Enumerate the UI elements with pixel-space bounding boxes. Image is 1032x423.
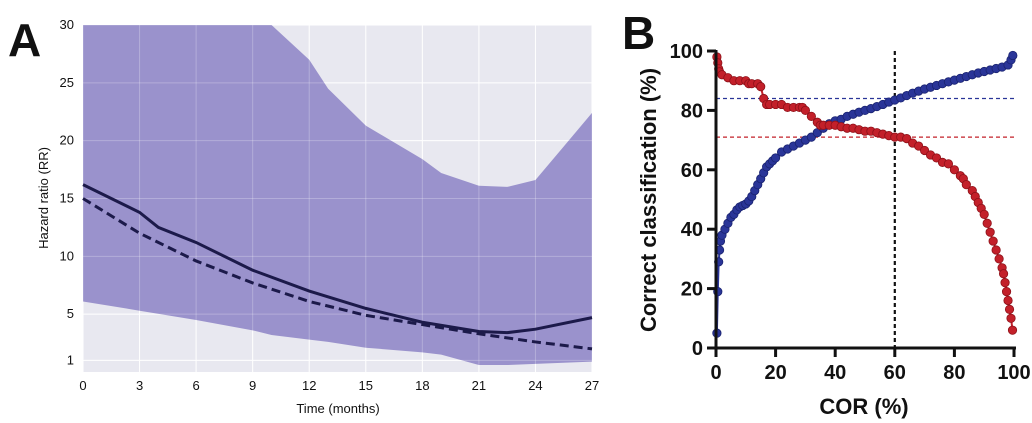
b-x-tick-label: 40 [824,362,846,384]
b-point-red [982,218,992,228]
panel-b-y-ticks: 0 20 40 60 80 100 [670,41,716,360]
b-y-tick-label: 20 [681,279,703,301]
b-point-red [998,269,1009,279]
a-y-tick-label: 20 [60,133,74,148]
panel-b-series [712,50,1018,338]
confidence-band [83,25,592,366]
hazard-ratio-dashed-line [82,197,593,351]
a-y-tick-label: 5 [67,306,74,321]
panel-b-x-ticks: 0 20 40 60 80 100 [710,348,1031,384]
a-y-tick-label: 10 [60,248,74,263]
b-point-red [985,227,995,237]
b-x-tick-label: 80 [943,362,965,384]
panel-b-y-axis-label: Correct classification (%) [636,68,661,332]
panel-a-x-tick-labels: 0 3 6 9 12 15 18 21 24 27 [79,378,599,393]
b-point-red [1006,313,1016,323]
b-point-red [1001,286,1012,297]
panel-b-letter: B [622,7,655,59]
panel-b-x-axis-label: COR (%) [819,394,908,419]
panel-b-chart: 0 20 40 60 80 100 0 20 40 60 80 100 COR (%) Correc… [636,41,1031,419]
a-y-tick-label: 30 [60,17,74,32]
b-point-blue [1008,50,1018,61]
b-y-tick-label: 40 [681,219,703,241]
a-x-tick-label: 15 [359,378,373,393]
b-point-red [1007,325,1018,335]
b-point-red [991,245,1001,255]
a-x-tick-label: 27 [585,378,599,393]
panel-a-letter: A [8,14,41,66]
a-x-tick-label: 12 [302,378,316,393]
b-y-tick-label: 0 [692,338,703,360]
a-x-tick-label: 0 [79,378,86,393]
panel-a-x-axis-label: Time (months) [296,401,379,416]
b-y-tick-label: 80 [681,100,703,122]
a-x-tick-label: 18 [415,378,429,393]
a-y-tick-label: 1 [67,352,74,367]
b-point-red [979,209,989,219]
b-point-red [943,159,954,169]
a-x-tick-label: 6 [192,378,199,393]
a-y-tick-label: 25 [60,75,74,90]
b-point-red [800,105,811,116]
b-point-red [1004,304,1015,314]
b-point-red [988,236,998,246]
a-x-tick-label: 24 [528,378,542,393]
b-x-tick-label: 20 [764,362,786,384]
b-point-red [756,82,766,92]
b-x-tick-label: 60 [884,362,906,384]
hazard-ratio-solid-line [82,183,593,335]
b-point-red [961,180,971,190]
b-point-red [1003,295,1013,306]
a-x-tick-label: 21 [472,378,486,393]
a-x-tick-label: 9 [249,378,256,393]
b-point-red [1000,278,1010,288]
a-x-tick-label: 3 [136,378,143,393]
b-x-tick-label: 0 [710,362,721,384]
b-x-tick-label: 100 [997,362,1030,384]
b-point-red [949,165,960,175]
b-y-tick-label: 100 [670,41,703,63]
b-point-red [806,111,816,121]
a-y-tick-label: 15 [60,191,74,206]
b-point-blue [770,153,781,163]
panel-a-y-axis-label: Hazard ratio (RR) [36,147,51,249]
b-point-red [994,254,1004,264]
b-y-tick-label: 60 [681,160,703,182]
